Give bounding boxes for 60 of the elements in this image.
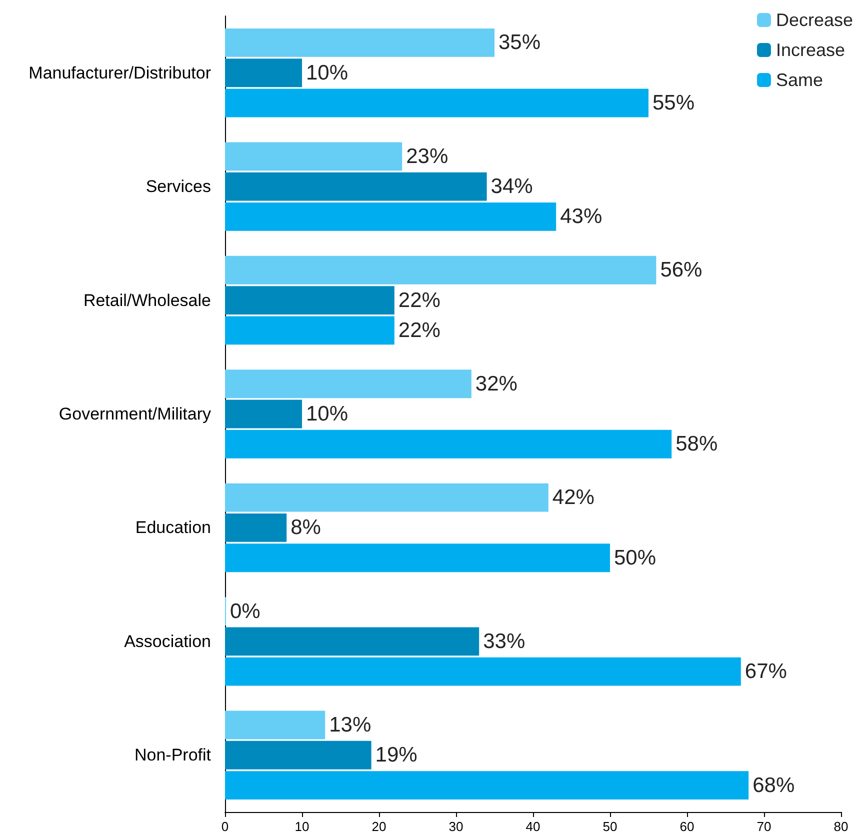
legend-label: Same [776,70,823,90]
y-tick-label: Education [135,518,211,538]
bar [225,316,394,345]
bar [225,142,402,171]
y-tick-label: Retail/Wholesale [83,290,211,310]
x-tick-label: 0 [221,819,229,834]
data-label: 56% [660,258,702,282]
data-label: 55% [652,91,695,114]
data-label: 42% [552,486,594,510]
x-tick-label: 80 [834,819,848,834]
data-label: 43% [560,205,602,228]
x-tick-label: 70 [756,819,772,834]
bar [225,771,749,800]
data-label: 22% [398,288,440,312]
y-tick-label: Government/Military [58,404,212,424]
bar [225,370,472,398]
bar [225,28,494,57]
bar [225,483,548,512]
bar [225,430,672,458]
bar [225,202,556,231]
bar [225,740,372,770]
bar [225,710,326,740]
data-label: 35% [498,31,541,54]
data-label: 34% [490,175,533,198]
data-label: 10% [306,402,348,426]
x-tick-label: 10 [294,819,310,834]
bar [225,514,287,542]
data-label: 67% [744,660,787,684]
data-label: 10% [306,61,348,84]
data-label: 22% [398,318,440,342]
legend-label: Increase [776,40,846,60]
bar [225,172,487,201]
x-tick-label: 30 [448,819,464,834]
y-tick-label: Non-Profit [134,746,212,765]
data-label: 50% [614,546,656,570]
bar [225,286,394,314]
data-label: 33% [483,630,526,653]
y-tick-label: Association [124,632,211,651]
x-tick-label: 60 [680,819,694,834]
data-label: 0% [230,600,260,623]
bar [225,544,610,572]
bar [225,58,302,88]
data-label: 19% [375,744,418,767]
data-label: 13% [329,714,372,737]
data-label: 32% [475,372,518,396]
data-label: 23% [406,144,448,168]
y-tick-label: Services [146,177,211,196]
bar [225,256,656,284]
bar [225,400,302,428]
data-label: 8% [290,516,321,540]
bar [225,657,741,686]
y-tick-label: Manufacturer/Distributor [28,63,212,82]
data-label: 68% [752,774,795,797]
x-tick-label: 40 [526,819,540,834]
x-tick-label: 50 [602,819,618,834]
legend-label: Decrease [776,10,854,30]
x-tick-label: 20 [372,819,386,834]
data-label: 58% [676,432,718,456]
bar [225,627,480,656]
bar [225,88,648,118]
